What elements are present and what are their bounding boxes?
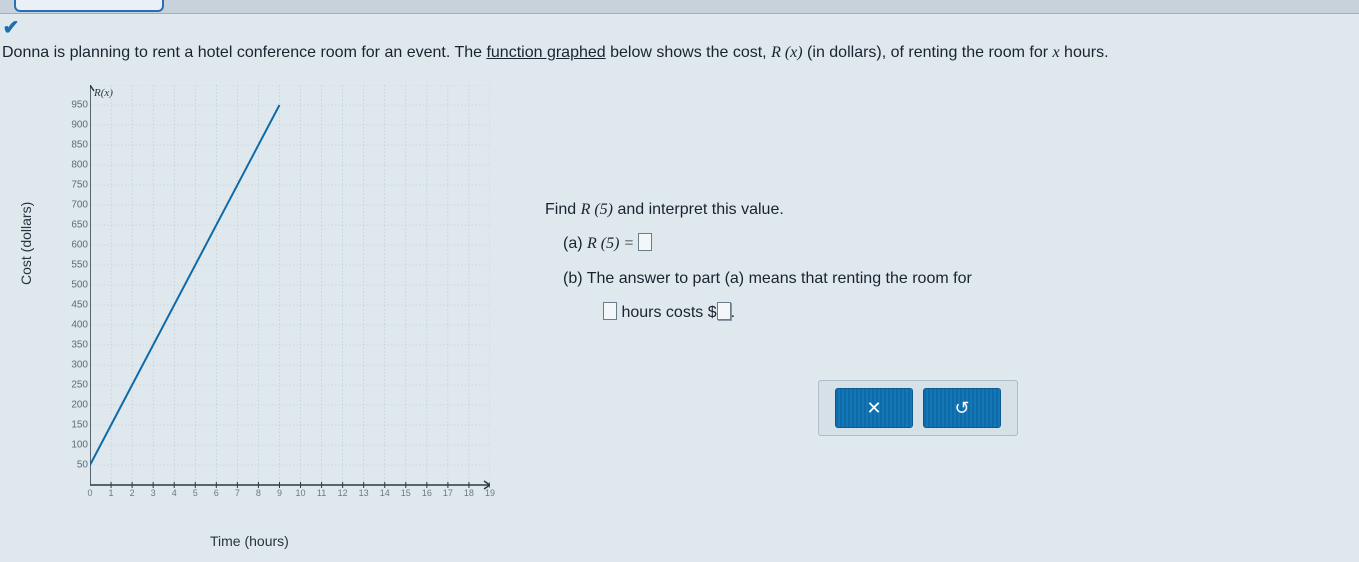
y-tick-label: 950: [60, 100, 88, 111]
part-b-text2a: hours costs $: [621, 304, 716, 321]
button-row: ✕ ↺: [818, 380, 1018, 436]
y-tick-labels: 950 900 850 800 750 700 650 600 550 500 450 400 350 3…: [60, 85, 88, 485]
clear-button[interactable]: ✕: [835, 388, 913, 428]
answer-input-hours[interactable]: [603, 302, 617, 320]
window-topbar: [0, 0, 1359, 14]
x-axis-label: Time (hours): [210, 533, 289, 549]
reset-icon: ↺: [954, 398, 969, 419]
chart-grid: [90, 85, 490, 485]
y-tick-label: 400: [60, 320, 88, 331]
y-tick-label: 300: [60, 360, 88, 371]
y-tick-label: 600: [60, 240, 88, 251]
y-tick-label: 350: [60, 340, 88, 351]
function-graphed-link[interactable]: function graphed: [486, 44, 605, 61]
answer-input-a[interactable]: [638, 233, 652, 251]
y-tick-label: 200: [60, 400, 88, 411]
chart-plot: [90, 85, 490, 505]
x-icon: ✕: [866, 398, 881, 419]
problem-mid1: below shows the cost,: [606, 44, 771, 61]
prompt-part-b: (b) The answer to part (a) means that re…: [545, 264, 1245, 294]
y-tick-label: 700: [60, 200, 88, 211]
part-b-text1: The answer to part (a) means that rentin…: [587, 270, 972, 287]
question-prompt: Find R (5) and interpret this value. (a)…: [545, 195, 1245, 333]
prompt-l1c: and interpret this value.: [613, 201, 784, 218]
part-b-text2b: .: [731, 304, 735, 321]
x-var: x: [1053, 44, 1060, 61]
y-tick-label: 750: [60, 180, 88, 191]
problem-suffix: hours.: [1060, 44, 1109, 61]
y-tick-label: 100: [60, 440, 88, 451]
browser-tab-stub[interactable]: [14, 0, 164, 12]
prompt-l1a: Find: [545, 201, 581, 218]
problem-prefix: Donna is planning to rent a hotel confer…: [2, 44, 486, 61]
y-tick-label: 650: [60, 220, 88, 231]
y-tick-label: 550: [60, 260, 88, 271]
prompt-line-1: Find R (5) and interpret this value.: [545, 195, 1245, 225]
part-b-label: (b): [563, 270, 587, 287]
y-tick-label: 50: [60, 460, 88, 471]
part-a-expr: R (5) =: [587, 235, 638, 252]
prompt-part-b-line2: hours costs $.: [545, 298, 1245, 328]
y-tick-label: 150: [60, 420, 88, 431]
answer-input-cost[interactable]: [717, 302, 731, 320]
chart-svg: [90, 85, 490, 505]
y-axis-label: Cost (dollars): [18, 202, 34, 285]
reset-button[interactable]: ↺: [923, 388, 1001, 428]
y-tick-label: 850: [60, 140, 88, 151]
y-tick-label: 450: [60, 300, 88, 311]
chart-region: Cost (dollars) Time (hours) R(x) 9509008…: [30, 85, 500, 545]
y-tick-label: 500: [60, 280, 88, 291]
problem-statement: Donna is planning to rent a hotel confer…: [0, 44, 1350, 62]
y-tick-label: 250: [60, 380, 88, 391]
rx-var: R (x): [771, 44, 803, 61]
y-tick-label: 800: [60, 160, 88, 171]
prompt-r5: R (5): [581, 201, 613, 218]
y-tick-label: 900: [60, 120, 88, 131]
check-icon: ✔: [0, 16, 22, 38]
part-a-label: (a): [563, 235, 587, 252]
prompt-part-a: (a) R (5) =: [545, 229, 1245, 259]
problem-mid2: (in dollars), of renting the room for: [803, 44, 1053, 61]
